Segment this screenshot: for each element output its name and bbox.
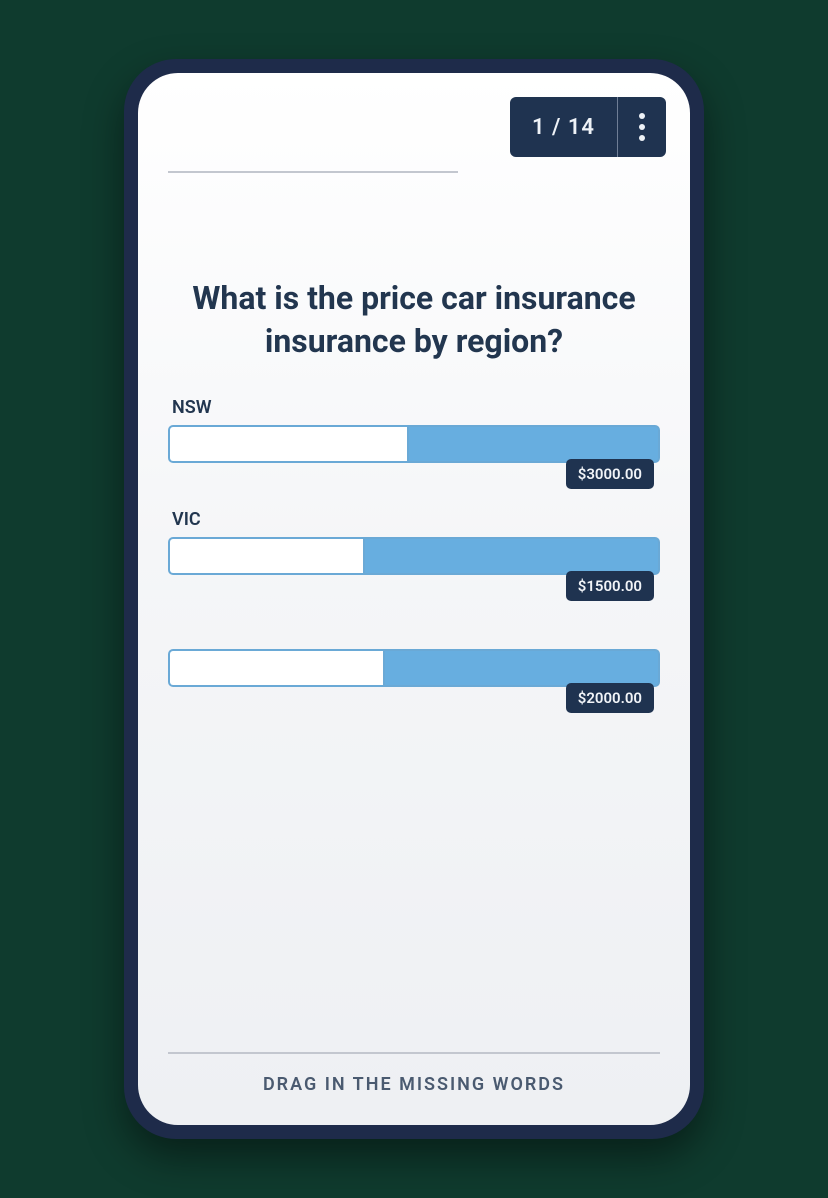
- progress-counter: 1 / 14: [510, 97, 666, 157]
- slider-empty-region: [170, 427, 409, 461]
- slider-track[interactable]: [168, 649, 660, 687]
- slider-empty-region: [170, 539, 365, 573]
- question-text: What is the price car insurance insuranc…: [178, 277, 650, 363]
- slider-item: VIC $1500.00: [168, 509, 660, 601]
- footer: DRAG IN THE MISSING WORDS: [138, 1052, 690, 1125]
- kebab-dot-icon: [639, 124, 645, 130]
- phone-frame: 1 / 14 What is the price car insurance i…: [124, 59, 704, 1139]
- slider-value-pill: $1500.00: [566, 571, 654, 601]
- slider-label: NSW: [172, 397, 660, 419]
- slider-item: $2000.00: [168, 621, 660, 713]
- slider-value-pill: $3000.00: [566, 459, 654, 489]
- footer-divider: [168, 1052, 660, 1054]
- header-underline: [168, 171, 458, 173]
- kebab-dot-icon: [639, 135, 645, 141]
- slider-label: VIC: [172, 509, 660, 531]
- slider-track[interactable]: [168, 425, 660, 463]
- screen: 1 / 14 What is the price car insurance i…: [138, 73, 690, 1125]
- slider-list: NSW $3000.00 VIC $1500.00 $2000.00: [138, 363, 690, 713]
- slider-label: [172, 621, 660, 643]
- slider-value-pill: $2000.00: [566, 683, 654, 713]
- kebab-menu-button[interactable]: [618, 97, 666, 157]
- slider-item: NSW $3000.00: [168, 397, 660, 489]
- footer-instruction: DRAG IN THE MISSING WORDS: [168, 1074, 660, 1095]
- header: 1 / 14: [138, 73, 690, 157]
- kebab-dot-icon: [639, 113, 645, 119]
- progress-counter-text: 1 / 14: [510, 97, 617, 157]
- slider-empty-region: [170, 651, 385, 685]
- slider-track[interactable]: [168, 537, 660, 575]
- question-region: What is the price car insurance insuranc…: [138, 157, 690, 363]
